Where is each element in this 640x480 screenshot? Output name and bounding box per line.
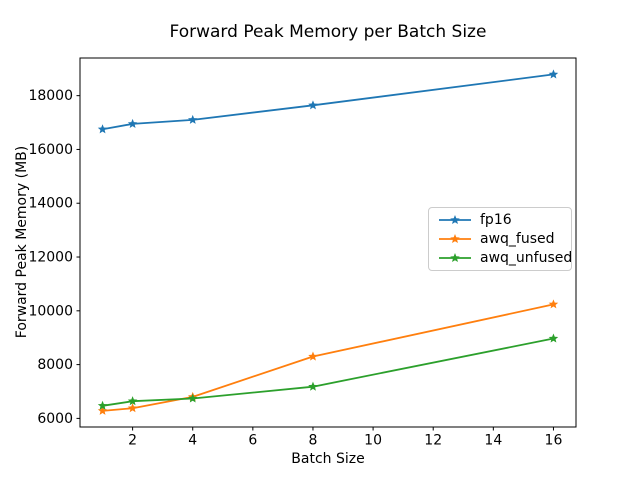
legend-item-awq-fused: awq_fused <box>438 230 563 249</box>
svg-text:8000: 8000 <box>37 357 73 373</box>
legend-label: fp16 <box>480 212 512 229</box>
svg-text:6: 6 <box>248 433 257 449</box>
legend-item-fp16: fp16 <box>438 211 563 230</box>
legend: fp16 awq_fused awq_unfused <box>428 207 572 271</box>
svg-text:10000: 10000 <box>28 303 73 319</box>
svg-text:2: 2 <box>128 433 137 449</box>
legend-line-star-icon <box>439 252 471 262</box>
legend-line-star-icon <box>439 215 471 225</box>
x-axis-label: Batch Size <box>291 451 365 467</box>
chart-title: Forward Peak Memory per Batch Size <box>169 22 487 42</box>
svg-text:16: 16 <box>545 433 563 449</box>
legend-label: awq_unfused <box>480 249 573 266</box>
svg-text:12: 12 <box>424 433 442 449</box>
svg-text:14000: 14000 <box>28 196 73 212</box>
svg-text:18000: 18000 <box>28 88 73 104</box>
svg-text:14: 14 <box>484 433 502 449</box>
svg-text:6000: 6000 <box>37 411 73 427</box>
svg-text:10: 10 <box>364 433 382 449</box>
svg-text:4: 4 <box>188 433 197 449</box>
svg-text:16000: 16000 <box>28 142 73 158</box>
legend-line-star-icon <box>439 234 471 244</box>
legend-item-awq-unfused: awq_unfused <box>438 248 572 267</box>
svg-text:8: 8 <box>309 433 318 449</box>
legend-label: awq_fused <box>480 231 555 247</box>
svg-text:12000: 12000 <box>28 250 73 266</box>
